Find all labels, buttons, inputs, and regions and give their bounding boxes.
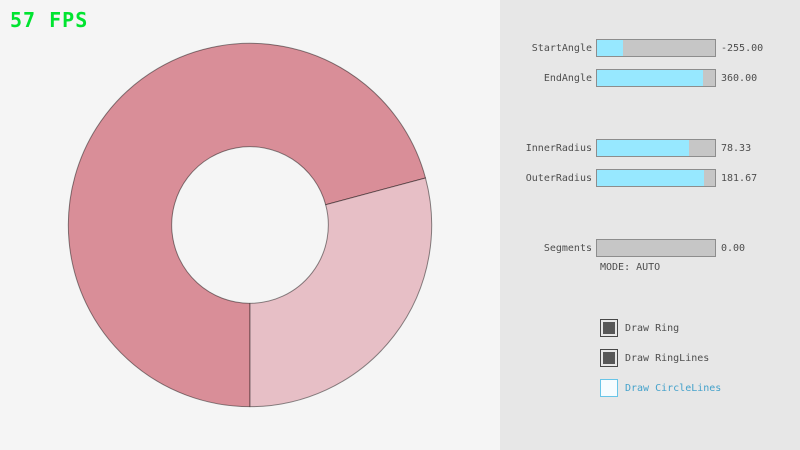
slider-row-end-angle: EndAngle 360.00 [500,68,800,88]
slider-value-start-angle: -255.00 [721,42,764,54]
slider-label-start-angle: StartAngle [531,42,592,54]
fps-counter: 57 FPS [10,8,89,32]
slider-value-inner-radius: 78.33 [721,142,752,154]
checkbox-row-draw-ringlines: Draw RingLines [600,348,709,368]
slider-label-inner-radius: InnerRadius [525,142,592,154]
slider-end-angle[interactable] [596,69,716,87]
draw-ringlines-label: Draw RingLines [625,352,710,364]
ring-segment-single [249,177,433,408]
slider-fill [597,70,704,86]
draw-circlelines-label: Draw CircleLines [625,382,722,394]
slider-row-outer-radius: OuterRadius 181.67 [500,168,800,188]
checkbox-row-draw-ring: Draw Ring [600,318,679,338]
draw-ring-label: Draw Ring [625,322,680,334]
ring-segment-overlap [67,42,427,408]
ring-chart [67,42,433,408]
draw-ring-checkbox[interactable] [600,319,618,337]
slider-fill [597,170,705,186]
checkbox-row-draw-circlelines: Draw CircleLines [600,378,721,398]
slider-label-end-angle: EndAngle [543,72,592,84]
slider-fill [597,140,690,156]
slider-start-angle[interactable] [596,39,716,57]
slider-label-outer-radius: OuterRadius [525,172,592,184]
slider-inner-radius[interactable] [596,139,716,157]
slider-segments[interactable] [596,239,716,257]
slider-label-segments: Segments [543,242,592,254]
slider-row-inner-radius: InnerRadius 78.33 [500,138,800,158]
slider-row-start-angle: StartAngle -255.00 [500,38,800,58]
slider-fill [597,40,623,56]
slider-value-segments: 0.00 [721,242,746,254]
slider-value-end-angle: 360.00 [721,72,758,84]
slider-row-segments: Segments 0.00 [500,238,800,258]
mode-label: MODE: AUTO [600,262,661,273]
draw-circlelines-checkbox[interactable] [600,379,618,397]
draw-ringlines-checkbox[interactable] [600,349,618,367]
slider-value-outer-radius: 181.67 [721,172,758,184]
slider-outer-radius[interactable] [596,169,716,187]
